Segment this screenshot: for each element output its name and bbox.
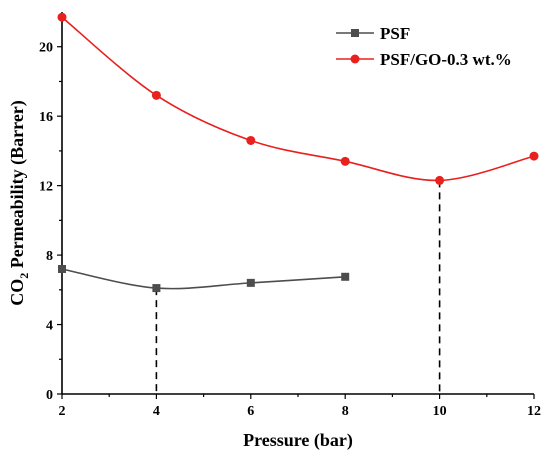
- x-tick-label: 10: [433, 404, 447, 419]
- x-tick-label: 2: [59, 404, 66, 419]
- y-tick-label: 20: [39, 41, 53, 56]
- legend-psf-label: PSF: [380, 24, 410, 43]
- psf-data-point: [246, 278, 255, 287]
- psf-go-data-point: [340, 156, 350, 166]
- x-tick-label: 4: [153, 404, 160, 419]
- x-tick-label: 12: [527, 404, 541, 419]
- psf-go-data-point: [246, 135, 256, 145]
- y-tick-label: 12: [39, 180, 53, 195]
- x-tick-label: 6: [247, 404, 254, 419]
- psf-go-data-point: [435, 175, 445, 185]
- legend-psf-go-marker: [350, 54, 360, 64]
- annotation-lines: [155, 180, 441, 394]
- psf-go-series-line: [61, 16, 535, 182]
- y-tick-label: 0: [46, 388, 53, 403]
- data-series: [57, 12, 539, 293]
- y-axis-title-subscript: 2: [17, 273, 31, 279]
- legend-psf-marker: [351, 29, 359, 37]
- y-axis-title-main: CO: [7, 279, 27, 306]
- psf-data-point: [58, 264, 66, 273]
- y-tick-label: 16: [39, 110, 53, 125]
- axis-ticks: 2 4 6 8 10 12 0 4 8 12 16 20: [39, 41, 541, 419]
- legend: PSF PSF/GO-0.3 wt.%: [336, 24, 512, 69]
- y-tick-label: 4: [46, 319, 53, 334]
- y-tick-label: 8: [46, 249, 53, 264]
- psf-go-data-point: [57, 12, 67, 22]
- psf-data-point: [341, 272, 350, 281]
- x-axis-title: Pressure (bar): [243, 430, 353, 451]
- psf-data-point: [152, 284, 161, 293]
- y-axis-title-rest: Permeability (Barrer): [7, 100, 28, 273]
- psf-series-line: [61, 268, 346, 290]
- psf-go-data-point: [151, 90, 161, 100]
- y-axis-title: CO2 Permeability (Barrer): [7, 100, 31, 306]
- legend-psf-go-label: PSF/GO-0.3 wt.%: [380, 50, 512, 69]
- psf-go-data-point: [529, 151, 539, 161]
- x-tick-label: 8: [342, 404, 349, 419]
